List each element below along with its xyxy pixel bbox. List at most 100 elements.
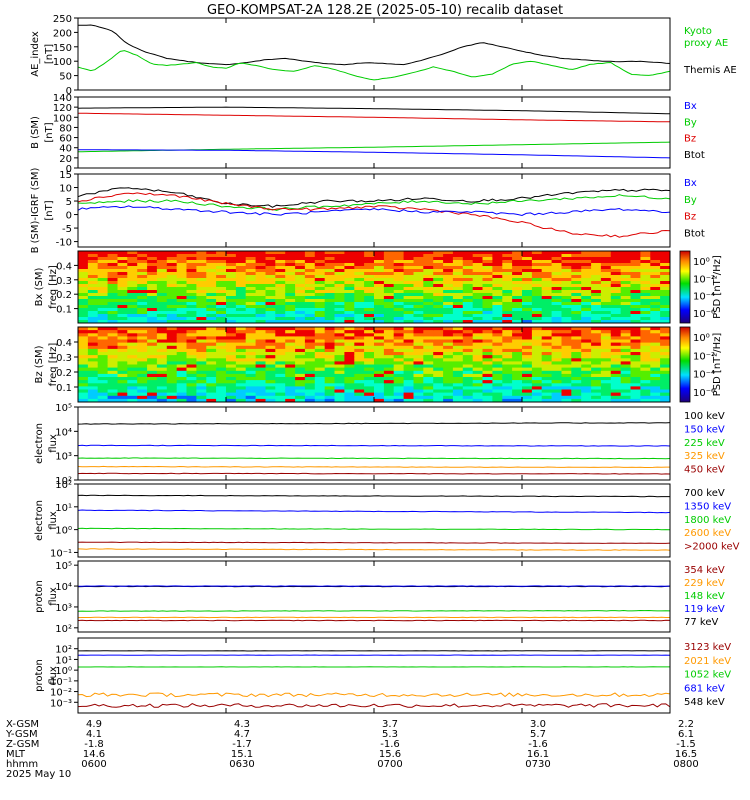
spectrogram-cell	[502, 339, 513, 344]
spectrogram-cell	[462, 278, 474, 282]
spectrogram-cell	[304, 380, 316, 384]
colorbar-label: PSD [nT²/Hz]	[712, 333, 723, 397]
spectrogram-cell	[255, 352, 266, 356]
spectrogram-cell	[137, 269, 148, 273]
spectrogram-cell	[600, 373, 612, 378]
spectrogram-cell	[620, 260, 632, 264]
spectrogram-cell	[226, 320, 237, 324]
spectrogram-cell	[551, 290, 562, 294]
spectrogram-cell	[275, 342, 286, 347]
spectrogram-cell	[492, 302, 503, 306]
panel-frame	[77, 173, 671, 248]
spectrogram-cell	[413, 389, 424, 394]
spectrogram-cell	[472, 254, 484, 258]
spectrogram-cell	[591, 398, 602, 403]
y-tick-label: -5	[62, 224, 72, 235]
spectrogram-cell	[522, 314, 533, 318]
spectrogram-cell	[117, 251, 128, 255]
spectrogram-cell	[640, 395, 651, 400]
spectrogram-cell	[472, 383, 484, 387]
spectrogram-cell	[344, 358, 355, 362]
spectrogram-cell	[216, 314, 227, 318]
spectrogram-cell	[166, 392, 178, 397]
spectrogram-cell	[196, 339, 207, 344]
spectrogram-cell	[176, 330, 188, 334]
spectrogram-cell	[147, 348, 158, 353]
spectrogram-cell	[354, 348, 365, 353]
spectrogram-cell	[452, 389, 464, 394]
spectrogram-cell	[374, 305, 385, 309]
colorbar-tick-label: 10⁻⁶	[693, 309, 715, 320]
spectrogram-cell	[147, 269, 158, 273]
spectrogram-cell	[403, 392, 414, 397]
spectrogram-cell	[531, 287, 543, 291]
spectrogram-cell	[206, 345, 217, 350]
spectrogram-cell	[502, 266, 513, 270]
spectrogram-cell	[226, 327, 237, 331]
spectrogram-spec_bx	[78, 251, 671, 324]
legend-label: 229 keV	[684, 578, 725, 589]
spectrogram-cell	[610, 269, 622, 273]
spectrogram-cell	[403, 251, 414, 255]
spectrogram-cell	[551, 386, 562, 390]
y-tick-label: 10⁻¹	[50, 548, 72, 559]
spectrogram-cell	[660, 314, 671, 318]
spectrogram-cell	[443, 398, 454, 403]
spectrogram-cell	[117, 352, 128, 356]
spectrogram-cell	[156, 311, 168, 315]
spectrogram-cell	[324, 305, 336, 309]
spectrogram-cell	[166, 302, 178, 306]
spectrogram-cell	[512, 287, 523, 291]
spectrogram-cell	[166, 287, 178, 291]
spectrogram-cell	[551, 314, 562, 318]
spectrogram-cell	[226, 251, 237, 255]
spectrogram-cell	[166, 293, 178, 297]
spectrogram-cell	[275, 327, 286, 331]
spectrogram-cell	[324, 272, 336, 276]
spectrogram-cell	[107, 358, 118, 362]
spectrogram-cell	[591, 260, 602, 264]
spectrogram-cell	[620, 275, 632, 279]
spectrogram-cell	[117, 290, 128, 294]
spectrogram-cell	[176, 395, 188, 400]
spectrogram-cell	[571, 266, 582, 270]
spectrogram-cell	[620, 296, 632, 300]
spectrogram-cell	[620, 302, 632, 306]
spectrogram-cell	[226, 339, 237, 344]
spectrogram-cell	[522, 311, 533, 315]
spectrogram-cell	[610, 383, 622, 387]
spectrogram-cell	[196, 320, 207, 324]
colorbar-tick-label: 10⁰	[693, 333, 710, 344]
spectrogram-cell	[472, 296, 484, 300]
spectrogram-cell	[640, 320, 651, 324]
spectrogram-cell	[226, 361, 237, 365]
spectrogram-cell	[610, 339, 622, 344]
spectrogram-cell	[640, 272, 651, 276]
spectrogram-cell	[364, 383, 375, 387]
spectrogram-cell	[600, 348, 612, 353]
legend-label: 354 keV	[684, 565, 725, 576]
spectrogram-cell	[374, 254, 385, 258]
spectrogram-cell	[492, 389, 503, 394]
spectrogram-cell	[571, 364, 582, 369]
spectrogram-cell	[176, 327, 188, 331]
y-tick-label: 0.2	[56, 290, 72, 301]
spectrogram-cell	[660, 299, 671, 303]
y-tick-label: 10²	[55, 480, 72, 491]
spectrogram-cell	[78, 272, 89, 276]
spectrogram-cell	[324, 269, 336, 273]
spectrogram-cell	[78, 308, 89, 312]
spectrogram-cell	[541, 395, 553, 400]
spectrogram-cell	[235, 358, 247, 362]
spectrogram-cell	[443, 367, 454, 372]
spectrogram-cell	[226, 269, 237, 273]
spectrogram-cell	[423, 370, 434, 375]
spectrogram-cell	[650, 352, 661, 356]
spectrogram-cell	[304, 251, 316, 255]
spectrogram-cell	[443, 342, 454, 347]
spectrogram-cell	[423, 358, 434, 362]
spectrogram-cell	[196, 266, 207, 270]
spectrogram-cell	[166, 386, 178, 390]
spectrogram-cell	[482, 395, 493, 400]
spectrogram-cell	[403, 395, 414, 400]
